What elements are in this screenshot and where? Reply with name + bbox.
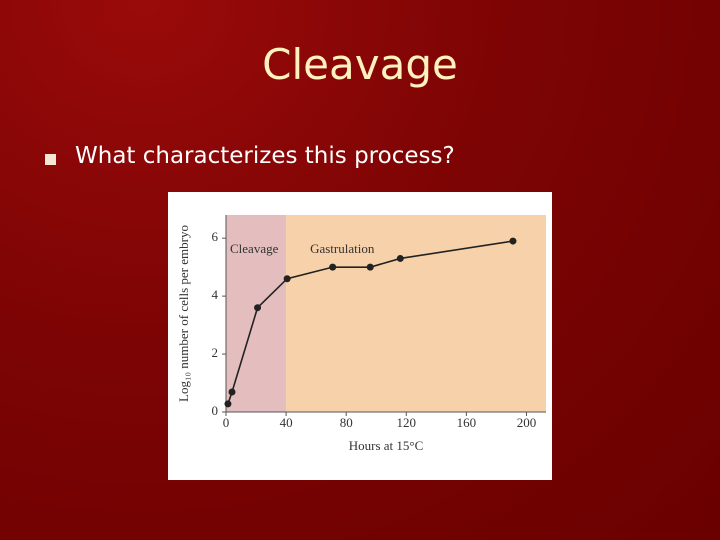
y-tick-label: 4 bbox=[212, 287, 219, 302]
x-axis-label: Hours at 15°C bbox=[349, 438, 424, 453]
x-tick-label: 120 bbox=[397, 415, 417, 430]
chart: Cleavage Gastrulation 0 2 4 6 0 40 80 120 160 200 Ho… bbox=[168, 192, 552, 480]
y-tick-label: 2 bbox=[212, 345, 219, 360]
data-point bbox=[329, 263, 337, 271]
phase-label: Gastrulation bbox=[310, 241, 375, 256]
phase-region bbox=[286, 215, 546, 412]
data-point bbox=[228, 388, 236, 396]
data-point bbox=[396, 254, 404, 262]
data-point bbox=[509, 237, 517, 245]
x-tick-label: 0 bbox=[223, 415, 230, 430]
y-tick-label: 6 bbox=[212, 229, 219, 244]
data-point bbox=[366, 263, 374, 271]
data-line bbox=[227, 240, 514, 405]
data-point bbox=[283, 275, 291, 283]
x-tick-label: 160 bbox=[457, 415, 477, 430]
bullet-marker bbox=[45, 154, 56, 165]
slide-title: Cleavage bbox=[262, 40, 458, 89]
data-point bbox=[254, 304, 262, 312]
phase-label: Cleavage bbox=[230, 241, 279, 256]
x-tick-label: 200 bbox=[517, 415, 537, 430]
y-tick-label: 0 bbox=[212, 403, 219, 418]
data-point bbox=[224, 400, 232, 408]
x-tick-label: 40 bbox=[280, 415, 293, 430]
bullet-text: What characterizes this process? bbox=[75, 143, 455, 169]
y-axis-label: Log₁₀ number of cells per embryo bbox=[176, 225, 191, 402]
x-tick-label: 80 bbox=[340, 415, 353, 430]
